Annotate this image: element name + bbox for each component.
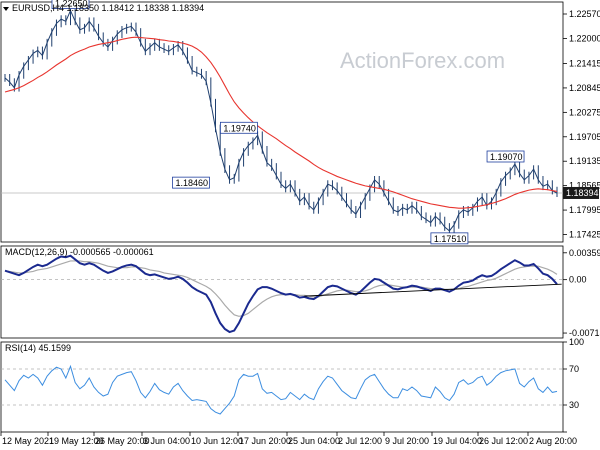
x-tick-label: 26 Jul 12:00 <box>479 436 528 446</box>
rsi-panel-frame <box>0 341 564 433</box>
annotation-label: 1.17510 <box>434 234 467 244</box>
annotation-label: 1.19070 <box>490 152 523 162</box>
price-panel-frame <box>0 1 564 243</box>
price-y-tick-label: 1.19135 <box>569 156 600 166</box>
annotation-box <box>219 121 258 134</box>
x-tick-label: 19 Jul 04:00 <box>433 436 482 446</box>
price-y-tick-label: 1.18565 <box>569 181 600 191</box>
price-series-line <box>4 9 558 232</box>
x-tick-label: 12 May 2021 <box>2 436 54 446</box>
annotation-label: 1.19740 <box>223 123 256 133</box>
macd-signal-line <box>4 260 558 317</box>
rsi-y-tick-label: 100 <box>569 337 584 347</box>
rsi-header-label: RSI(14) 45.1599 <box>5 343 71 353</box>
macd-y-tick-label: 0.003591 <box>569 248 600 258</box>
x-tick-label: 9 Jul 20:00 <box>385 436 429 446</box>
macd-header-label: MACD(12,26,9) -0.000565 -0.000061 <box>5 247 154 257</box>
price-y-tick-label: 1.17425 <box>569 230 600 240</box>
price-header-label: EURUSD,H4 1.18350 1.18412 1.18338 1.1839… <box>12 3 204 13</box>
current-price-tag-label: 1.18394 <box>566 188 599 198</box>
x-tick-label: 10 Jun 12:00 <box>191 436 243 446</box>
price-panel: 1.22570 1.22000 1.21415 1.20845 1.20275 1.197… <box>1 0 600 245</box>
rsi-line <box>4 364 558 415</box>
macd-trendline <box>304 283 562 297</box>
macd-y-tick-label: 0.00 <box>569 275 587 285</box>
x-tick-label: 26 May 20:00 <box>95 436 150 446</box>
x-tick-label: 17 Jun 20:00 <box>239 436 291 446</box>
annotation-label: 1.18460 <box>175 178 208 188</box>
price-y-tick-label: 1.17995 <box>569 205 600 215</box>
watermark: ActionForex.com <box>340 48 505 73</box>
rsi-y-tick-label: 70 <box>569 364 579 374</box>
rsi-panel: 100 70 30 <box>1 337 584 433</box>
price-y-tick-label: 1.22570 <box>569 9 600 19</box>
annotation-box <box>486 150 525 163</box>
macd-line <box>4 254 558 334</box>
x-tick-label: 2 Aug 20:00 <box>529 436 577 446</box>
x-tick-label: 19 May 12:00 <box>49 436 104 446</box>
current-price-tag <box>563 186 599 199</box>
x-tick-label: 3 Jun 04:00 <box>143 436 190 446</box>
macd-y-tick-label: -0.007137 <box>569 328 600 338</box>
annotation-box <box>430 232 469 245</box>
panel-headers: EURUSD,H4 1.18350 1.18412 1.18338 1.1839… <box>3 3 204 353</box>
rsi-y-tick-label: 30 <box>569 400 579 410</box>
x-tick-label: 2 Jul 12:00 <box>338 436 382 446</box>
moving-average-line <box>4 36 558 209</box>
annotation-label: 1.22650 <box>55 0 88 9</box>
macd-panel: 0.003591 0.00 -0.007137 <box>1 248 600 338</box>
annotation-box <box>51 0 90 9</box>
collapse-triangle-icon[interactable] <box>3 7 9 11</box>
price-y-tick-label: 1.20275 <box>569 107 600 117</box>
price-y-tick-label: 1.22000 <box>569 33 600 43</box>
price-y-tick-label: 1.20845 <box>569 83 600 93</box>
panels <box>0 1 564 433</box>
macd-panel-frame <box>0 245 564 339</box>
annotation-box <box>172 176 210 189</box>
watermark-text: ActionForex.com <box>340 48 505 73</box>
x-tick-label: 25 Jun 04:00 <box>288 436 340 446</box>
price-y-tick-label: 1.21415 <box>569 59 600 69</box>
price-y-tick-label: 1.19705 <box>569 132 600 142</box>
